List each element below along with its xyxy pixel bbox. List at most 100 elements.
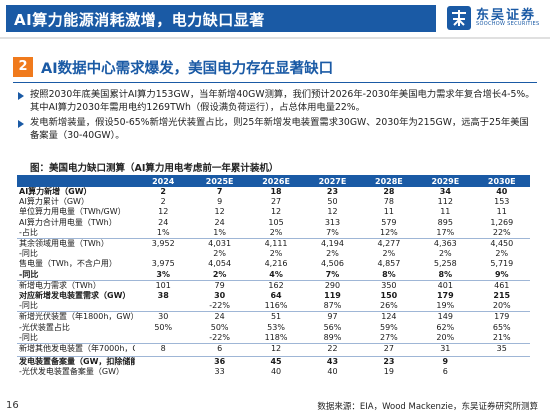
table-cell: 22% xyxy=(492,227,511,237)
table-cell: 12 xyxy=(158,207,169,217)
table-cell: 2 xyxy=(160,197,166,207)
bullet-arrow-icon xyxy=(18,120,24,128)
table-cell xyxy=(135,301,191,312)
table-cell: 118% xyxy=(264,332,288,342)
table-cell: 33 xyxy=(214,367,225,377)
table-cell: 27 xyxy=(360,342,418,354)
table-cell: 4,054 xyxy=(208,259,232,269)
table-cell xyxy=(135,356,192,368)
row-label: 发电装置备案量（GW，扣除储能） xyxy=(17,356,135,368)
table-cell xyxy=(135,333,191,344)
table-cell: 30 xyxy=(214,290,226,300)
section-divider xyxy=(13,82,537,83)
table-cell: 40 xyxy=(496,187,508,197)
table-cell: 3,975 xyxy=(151,259,175,269)
table-cell: 11 xyxy=(440,207,451,217)
table-cell: 4% xyxy=(269,269,283,279)
table-cell: 40 xyxy=(270,367,282,377)
table-cell: 5,719 xyxy=(490,259,514,269)
table-row: AI算力累计（GW） 2 9 27 50 78 112 153 xyxy=(17,197,530,207)
table-cell: 12 xyxy=(327,207,338,217)
table-cell: 895 xyxy=(437,217,453,227)
table-cell: 22 xyxy=(304,342,361,354)
section-number: 2 xyxy=(13,57,33,77)
row-label: -同比 xyxy=(19,269,39,279)
table-row: 其余领域用电量（TWh） 3,952 4,031 4,111 4,194 4,277 4,3… xyxy=(17,237,530,250)
table-cell: 6 xyxy=(191,342,248,354)
row-label: AI算力新增（GW） xyxy=(19,187,92,197)
table-cell: 2% xyxy=(326,249,339,259)
table-cell: 24 xyxy=(158,217,169,227)
bullet-item: 发电新增装量，假设50-65%新增光伏装置占比，则25年新增发电装置需求30GW… xyxy=(18,117,538,142)
table-row: -同比 3% 2% 4% 7% 8% 8% 9% xyxy=(17,270,530,281)
table-cell: 40 xyxy=(327,367,338,377)
table-row: -同比 -22% 118% 89% 27% 20% 21% xyxy=(17,333,530,344)
table-cell: 23 xyxy=(360,356,418,368)
table-cell: 8 xyxy=(135,342,192,354)
table-row: 新增光伏装置（年1800h，GW） 30 24 51 97 124 149 179 xyxy=(17,311,530,323)
table-cell: 36 xyxy=(191,356,248,368)
row-label: 新增其他发电装置（年7000h，GW） xyxy=(17,342,135,354)
table-cell: 179 xyxy=(473,311,530,323)
table-cell: 20% xyxy=(492,301,511,311)
company-logo: 东吴证券 SOOCHOW SECURITIES xyxy=(446,4,546,34)
table-cell: 101 xyxy=(135,279,192,291)
row-label: 对应新增发电装置需求（GW） xyxy=(19,290,131,300)
table-row: 新增电力需求（TWh） 101 79 162 290 350 401 461 xyxy=(17,279,530,291)
table-cell: 579 xyxy=(381,217,397,227)
bullet-item: 按照2030年底美国累计AI算力153GW，当年新增40GW测算，我们预计202… xyxy=(18,89,538,114)
table-cell: 30 xyxy=(135,311,192,323)
table-cell: 4,857 xyxy=(377,259,401,269)
table-cell: 35 xyxy=(473,342,530,354)
table-cell: 19% xyxy=(436,301,455,311)
table-cell: 8% xyxy=(438,269,453,279)
table-cell: 20% xyxy=(436,332,455,342)
table-cell: 149 xyxy=(417,311,474,323)
power-gap-table: 2024 2025E 2026E 2027E 2028E 2029E 2030E AI算力新… xyxy=(17,175,530,377)
row-label: 新增电力需求（TWh） xyxy=(17,279,135,291)
row-label: -同比 xyxy=(19,332,38,342)
table-cell: 4,363 xyxy=(417,237,474,250)
logo-name: 东吴证券 xyxy=(476,8,537,23)
table-cell: 24 xyxy=(214,217,225,227)
table-cell: 27 xyxy=(270,197,282,207)
table-cell: 18 xyxy=(270,187,282,197)
table-cell: 50% xyxy=(210,322,229,332)
table-cell xyxy=(473,356,530,368)
table-cell: 34 xyxy=(439,187,451,197)
row-label: AI算力累计（GW） xyxy=(19,197,89,207)
row-label: -占比 xyxy=(19,227,38,237)
table-cell: 290 xyxy=(304,279,361,291)
table-cell: 2% xyxy=(269,249,283,259)
table-cell: 59% xyxy=(380,322,398,332)
table-cell: 31 xyxy=(417,342,474,354)
table-cell: 50 xyxy=(327,197,338,207)
row-label: 其余领域用电量（TWh） xyxy=(17,237,135,250)
table-cell: 215 xyxy=(493,290,511,300)
table-cell: 62% xyxy=(436,322,455,332)
header-rule xyxy=(0,37,550,39)
table-cell: 27% xyxy=(380,332,398,342)
table-row: -光伏装置占比 50% 50% 53% 56% 59% 62% 65% xyxy=(17,322,530,332)
table-cell: 7% xyxy=(325,269,340,279)
table-cell: 11 xyxy=(383,207,394,217)
table-cell: 12 xyxy=(270,207,282,217)
table-cell: 461 xyxy=(473,279,530,291)
table-cell: 53% xyxy=(267,322,285,332)
logo-icon xyxy=(447,6,471,30)
table-cell: 11 xyxy=(496,207,507,217)
top-bar: AI算力能源消耗激增，电力缺口显著 东吴证券 SOOCHOW SECURITIE… xyxy=(0,0,550,36)
table-cell: 38 xyxy=(157,290,169,300)
table-cell: 350 xyxy=(360,279,418,291)
column-header-year: 2030E xyxy=(473,175,530,187)
table-cell: 3% xyxy=(156,269,170,279)
table-cell: 56% xyxy=(323,322,342,332)
table-cell: 153 xyxy=(494,197,510,207)
table-cell: 19 xyxy=(383,367,394,377)
row-label: 新增光伏装置（年1800h，GW） xyxy=(17,311,135,323)
table-cell: 4,277 xyxy=(360,237,418,250)
bullet-text: 发电新增装量，假设50-65%新增光伏装置占比，则25年新增发电装置需求30GW… xyxy=(30,117,529,141)
table-cell: 45 xyxy=(247,356,305,368)
table-cell: 401 xyxy=(417,279,474,291)
